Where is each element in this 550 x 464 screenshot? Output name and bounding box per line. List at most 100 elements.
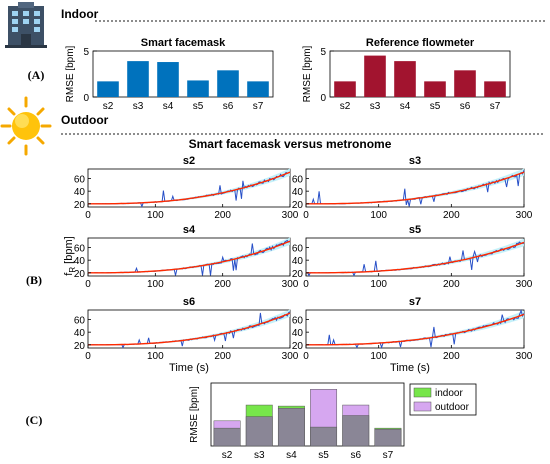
x-tick-label: 200 (214, 210, 231, 221)
x-tick-label: s4 (286, 450, 297, 461)
bar-s3 (127, 61, 149, 97)
bar-outdoor-s4 (277, 407, 305, 447)
chart-indoor-outdoor: s2 s3 s4 s5 s6 s7 RMSE [bpm] indoor outdoor (189, 382, 477, 461)
y-tick-label: 60 (292, 244, 304, 255)
sun-icon (0, 96, 52, 156)
x-tick-label: 300 (282, 279, 299, 290)
x-tick-label: 200 (214, 279, 231, 290)
bar-s5 (187, 80, 209, 97)
y-tick-label: 0 (83, 93, 89, 104)
section-label-b: (B) (26, 273, 42, 287)
x-tick-label: s4 (163, 101, 174, 112)
panel-title: s2 (183, 155, 195, 167)
legend-swatch-indoor (413, 387, 432, 398)
x-tick-label: 200 (443, 210, 460, 221)
x-tick-label: s2 (340, 101, 351, 112)
x-tick-label: s4 (400, 101, 411, 112)
building-icon (5, 2, 47, 48)
panel-title: s7 (409, 296, 421, 308)
x-tick-label: s6 (460, 101, 471, 112)
x-tick-label: 200 (214, 351, 231, 362)
x-tick-label: s6 (223, 101, 234, 112)
section-label-a: (A) (28, 68, 45, 82)
x-tick-label: 300 (516, 210, 533, 221)
legend-label-indoor: indoor (435, 388, 463, 399)
metronome-line (88, 312, 291, 346)
x-tick-label: s6 (350, 450, 361, 461)
x-tick-label: 0 (303, 210, 309, 221)
y-tick-label: 20 (74, 269, 86, 280)
x-tick-label: s7 (253, 101, 264, 112)
legend-label-outdoor: outdoor (435, 402, 470, 413)
legend-swatch-outdoor (413, 401, 432, 412)
y-tick-label: 20 (292, 341, 304, 352)
y-tick-label: 20 (292, 200, 304, 211)
plot-area (87, 168, 291, 208)
y-tick-label: 20 (292, 269, 304, 280)
chart-b-title: Smart facemask versus metronome (189, 137, 392, 151)
y-tick-label: 5 (83, 47, 89, 58)
bar-s2 (97, 81, 119, 97)
x-tick-label: s3 (133, 101, 144, 112)
chart-b-xlabel-right: Time (s) (390, 362, 430, 374)
y-tick-label: 40 (292, 187, 304, 198)
panel-title: s3 (409, 155, 421, 167)
plot-area (210, 382, 405, 447)
plot-area (87, 309, 291, 349)
y-tick-label: 40 (292, 328, 304, 339)
panel-title: s6 (183, 296, 195, 308)
indoor-header: Indoor (61, 7, 99, 21)
y-tick-label: 60 (74, 244, 86, 255)
panel-title: s5 (409, 224, 421, 236)
y-axis-label: RMSE [bpm] (302, 45, 313, 102)
plot-area (87, 237, 291, 277)
bar-s5 (424, 81, 446, 97)
section-label-c: (C) (26, 413, 43, 427)
x-tick-label: 300 (516, 351, 533, 362)
x-tick-label: 100 (370, 351, 387, 362)
y-axis-label: RMSE [bpm] (189, 386, 200, 443)
y-tick-label: 20 (74, 200, 86, 211)
x-tick-label: 300 (282, 351, 299, 362)
x-tick-label: 0 (85, 279, 91, 290)
x-tick-label: 100 (370, 279, 387, 290)
x-tick-label: s7 (383, 450, 394, 461)
x-tick-label: 200 (443, 279, 460, 290)
metronome-line (306, 313, 525, 346)
x-tick-label: s2 (103, 101, 114, 112)
bar-s6 (454, 70, 476, 97)
plot-area (305, 168, 525, 208)
y-tick-label: 40 (74, 256, 86, 267)
y-tick-label: 60 (74, 175, 86, 186)
y-tick-label: 0 (320, 93, 326, 104)
panel-title: s4 (183, 224, 196, 236)
x-tick-label: s5 (430, 101, 441, 112)
x-tick-label: 100 (147, 279, 164, 290)
bar-s4 (157, 62, 179, 97)
chart-title: Smart facemask (141, 37, 226, 49)
x-tick-label: s5 (318, 450, 329, 461)
bar-indoor-s5 (310, 426, 338, 447)
y-tick-label: 40 (292, 256, 304, 267)
x-tick-label: s7 (490, 101, 501, 112)
x-tick-label: 300 (516, 279, 533, 290)
y-tick-label: 60 (292, 175, 304, 186)
bar-s3 (364, 55, 386, 97)
x-tick-label: s3 (254, 450, 265, 461)
chart-title: Reference flowmeter (366, 37, 475, 49)
metronome-line (306, 241, 525, 274)
bar-s2 (334, 81, 356, 97)
chart-b-ylabel: fR [bpm] (63, 236, 77, 275)
x-tick-label: s2 (222, 450, 233, 461)
bar-s6 (217, 70, 239, 97)
bar-indoor-s6 (342, 415, 370, 447)
y-axis-label: RMSE [bpm] (65, 45, 76, 102)
x-tick-label: 0 (303, 351, 309, 362)
x-tick-label: 0 (85, 351, 91, 362)
x-tick-label: s3 (370, 101, 381, 112)
plot-area (329, 50, 511, 98)
